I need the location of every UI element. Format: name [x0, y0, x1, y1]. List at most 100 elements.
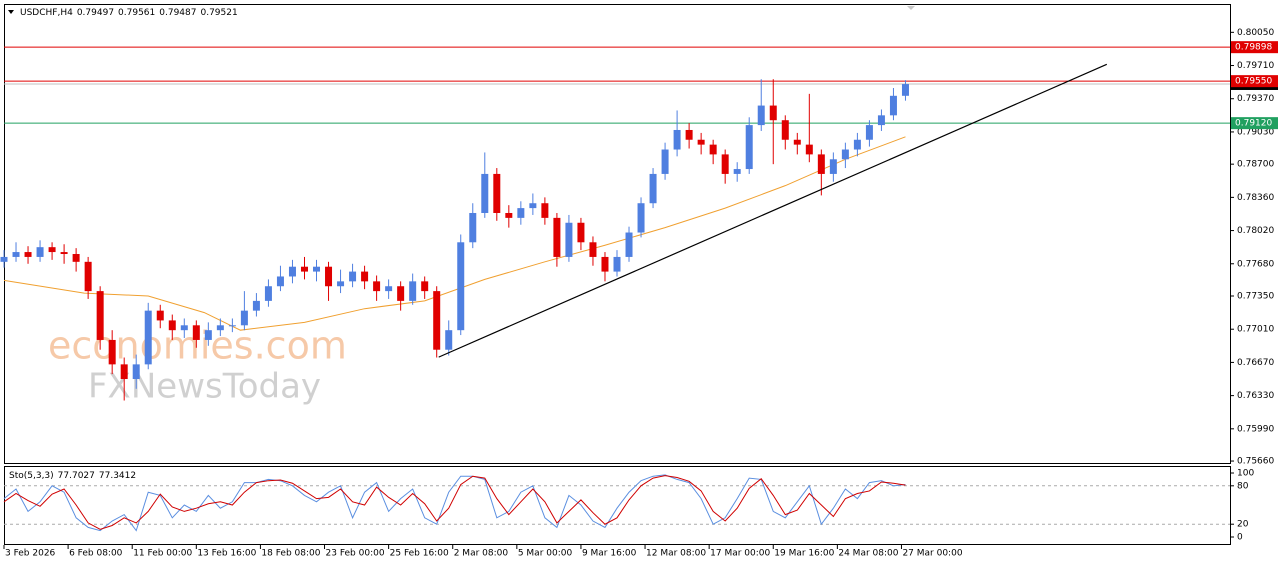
- header: USDCHF,H4 0.79497 0.79561 0.79487 0.79521: [20, 8, 238, 18]
- candle-body: [853, 139, 861, 150]
- y-tick-label: 0.79030: [1237, 127, 1274, 137]
- candle-body: [132, 364, 140, 380]
- level-label: 0.79550: [1235, 77, 1272, 87]
- candle-body: [769, 105, 777, 121]
- moving-average: [3, 136, 906, 331]
- y-tick-label: 0.75990: [1237, 424, 1274, 434]
- candle-body: [252, 300, 260, 311]
- candle-body: [288, 266, 296, 277]
- candle-body: [120, 364, 128, 380]
- candle-body: [445, 330, 453, 350]
- candle-body: [901, 84, 909, 96]
- candle-body: [817, 154, 825, 174]
- menu-arrow: [8, 10, 14, 14]
- candle-body: [601, 256, 609, 272]
- candle-body: [541, 203, 549, 218]
- candle-body: [84, 261, 92, 292]
- candle-body: [349, 271, 357, 282]
- y-tick-label: 0.77680: [1237, 259, 1274, 269]
- y-tick-label: 0.79710: [1237, 61, 1274, 71]
- y-tick-label: 0.78360: [1237, 193, 1274, 203]
- y-tick-label: 0.78020: [1237, 226, 1274, 236]
- candle-body: [889, 95, 897, 116]
- candle-body: [264, 286, 272, 301]
- candle-body: [673, 129, 681, 150]
- candle-body: [481, 173, 489, 213]
- stoch-panel: [4, 466, 1231, 545]
- candle-body: [877, 115, 885, 126]
- candle-body: [168, 320, 176, 331]
- candle-body: [24, 252, 32, 257]
- candle-body: [60, 252, 68, 255]
- candle-body: [180, 325, 188, 331]
- x-tick-label: 27 Mar 00:00: [902, 549, 962, 559]
- candle-body: [709, 144, 717, 155]
- y-tick-label: 0.78700: [1237, 160, 1274, 170]
- candle-body: [96, 291, 104, 340]
- candle-body: [276, 276, 284, 287]
- x-tick-label: 25 Feb 16:00: [390, 549, 449, 559]
- x-tick-label: 23 Feb 00:00: [326, 549, 385, 559]
- candle-body: [325, 266, 333, 287]
- candle-body: [805, 144, 813, 155]
- candle-body: [553, 217, 561, 257]
- candle-body: [745, 125, 753, 170]
- y-tick-label: 0.76330: [1237, 391, 1274, 401]
- candle-body: [781, 120, 789, 140]
- candle-body: [865, 125, 873, 140]
- x-tick-label: 19 Mar 16:00: [774, 549, 834, 559]
- y-tick-label: 0.75660: [1237, 457, 1274, 467]
- candle-body: [721, 154, 729, 174]
- x-tick-label: 17 Mar 00:00: [710, 549, 770, 559]
- candle-body: [144, 310, 152, 365]
- candle-body: [505, 212, 513, 218]
- x-tick-label: 13 Feb 16:00: [197, 549, 256, 559]
- candle-body: [589, 242, 597, 257]
- x-tick-label: 11 Feb 00:00: [133, 549, 192, 559]
- candle-body: [300, 266, 308, 272]
- y-tick-label: 0.77350: [1237, 292, 1274, 302]
- candle-body: [529, 203, 537, 209]
- header-low: 0.79487: [159, 8, 196, 18]
- level-label: 0.79898: [1235, 43, 1272, 53]
- level-label-box: [1231, 75, 1278, 88]
- header-close: 0.79521: [200, 8, 237, 18]
- candle-body: [72, 254, 80, 262]
- candle-body: [841, 149, 849, 160]
- candle-body: [192, 325, 200, 340]
- x-tick-label: 24 Mar 08:00: [838, 549, 898, 559]
- candle-body: [313, 266, 321, 272]
- stoch-line: [3, 474, 906, 532]
- stoch-tick-label: 20: [1237, 520, 1249, 530]
- candle-body: [156, 310, 164, 321]
- stoch-signal: 77.3412: [99, 471, 136, 481]
- candle-body: [517, 208, 525, 218]
- candle-body: [373, 281, 381, 292]
- candle-body: [469, 212, 477, 243]
- symbol: USDCHF,H4: [20, 8, 73, 18]
- stoch-tick-label: 100: [1237, 469, 1254, 479]
- stoch-tick-label: 80: [1237, 481, 1249, 491]
- main-panel: [4, 4, 1231, 464]
- x-tick-label: 12 Mar 08:00: [646, 549, 706, 559]
- candle-body: [409, 281, 417, 301]
- candle-body: [397, 286, 405, 301]
- candle-body: [829, 159, 837, 174]
- candle-body: [361, 271, 369, 282]
- candle-body: [108, 339, 116, 365]
- level-label: 0.79120: [1235, 119, 1272, 129]
- header-high: 0.79561: [118, 8, 155, 18]
- candle-body: [685, 129, 693, 140]
- y-tick-label: 0.79370: [1237, 94, 1274, 104]
- stoch-name: Sto(5,3,3): [9, 471, 54, 481]
- candle-body: [228, 325, 236, 327]
- candle-body: [577, 222, 585, 243]
- candle-body: [240, 310, 248, 326]
- candle-body: [637, 203, 645, 233]
- candle-body: [613, 256, 621, 272]
- candle-body: [204, 330, 212, 340]
- x-tick-label: 9 Mar 16:00: [582, 549, 637, 559]
- candle-body: [793, 139, 801, 145]
